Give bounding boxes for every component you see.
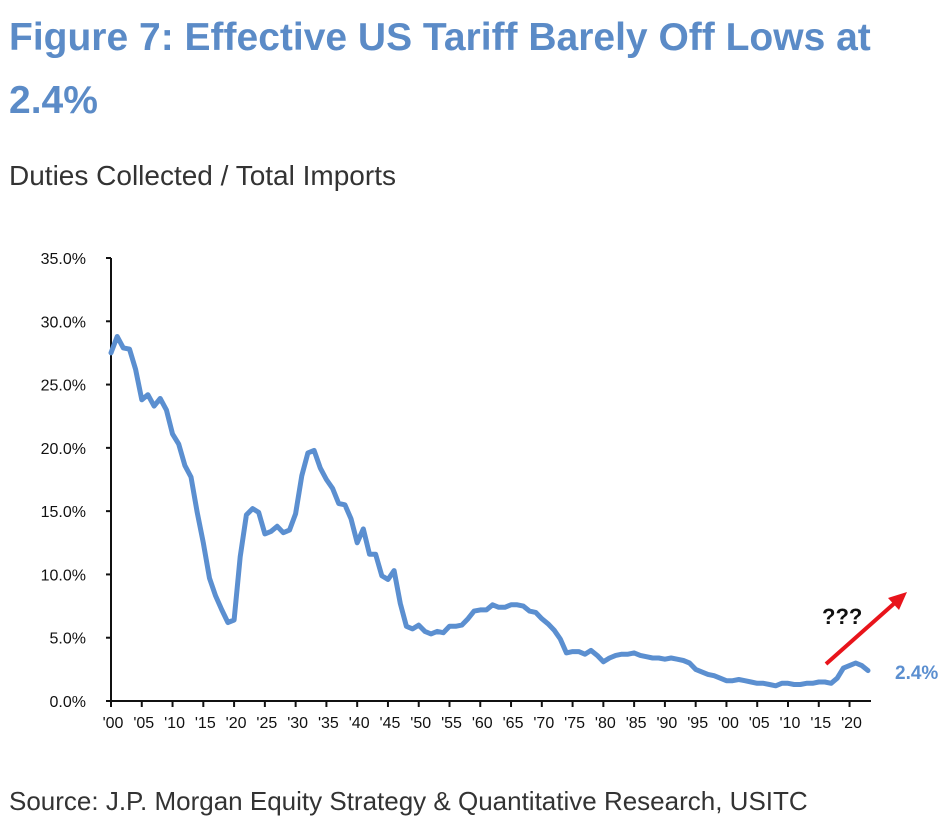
- y-tick-label: 25.0%: [41, 378, 86, 395]
- x-tick-label: '80: [595, 715, 616, 732]
- x-tick-label: '35: [318, 715, 339, 732]
- y-tick-label: 10.0%: [41, 567, 86, 584]
- end-value-label: 2.4%: [895, 663, 938, 684]
- x-tick-label: '15: [195, 715, 216, 732]
- x-tick-label: '00: [718, 715, 739, 732]
- chart-title: Figure 7: Effective US Tariff Barely Off…: [9, 16, 871, 122]
- x-tick-label: '10: [164, 715, 185, 732]
- x-tick-label: '55: [441, 715, 462, 732]
- x-tick-label: '05: [133, 715, 154, 732]
- source-note: Source: J.P. Morgan Equity Strategy & Qu…: [9, 786, 808, 816]
- annotation-question-marks: ???: [822, 604, 862, 629]
- chart-subtitle: Duties Collected / Total Imports: [9, 160, 396, 191]
- x-tick-label: '95: [687, 715, 708, 732]
- x-tick-label: '25: [256, 715, 277, 732]
- series-line: [108, 334, 871, 689]
- x-tick-label: '65: [503, 715, 524, 732]
- y-tick-label: 5.0%: [50, 631, 86, 648]
- y-tick-label: 20.0%: [41, 441, 86, 458]
- x-tick-label: '60: [472, 715, 493, 732]
- x-tick-label: '45: [380, 715, 401, 732]
- x-tick-label: '30: [287, 715, 308, 732]
- x-tick-label: '05: [749, 715, 770, 732]
- x-tick-label: '40: [349, 715, 370, 732]
- x-tick-label: '90: [656, 715, 677, 732]
- y-tick-label: 15.0%: [41, 504, 86, 521]
- x-tick-label: '15: [810, 715, 831, 732]
- x-tick-label: '75: [564, 715, 585, 732]
- x-tick-label: '85: [626, 715, 647, 732]
- x-tick-label: '10: [780, 715, 801, 732]
- y-tick-label: 30.0%: [41, 314, 86, 331]
- y-tick-label: 35.0%: [41, 251, 86, 268]
- red-arrow-icon: [824, 592, 907, 666]
- x-tick-label: '20: [841, 715, 862, 732]
- x-tick-label: '70: [533, 715, 554, 732]
- x-tick-label: '00: [103, 715, 124, 732]
- x-tick-label: '20: [226, 715, 247, 732]
- x-tick-label: '50: [410, 715, 431, 732]
- y-tick-label: 0.0%: [50, 694, 86, 711]
